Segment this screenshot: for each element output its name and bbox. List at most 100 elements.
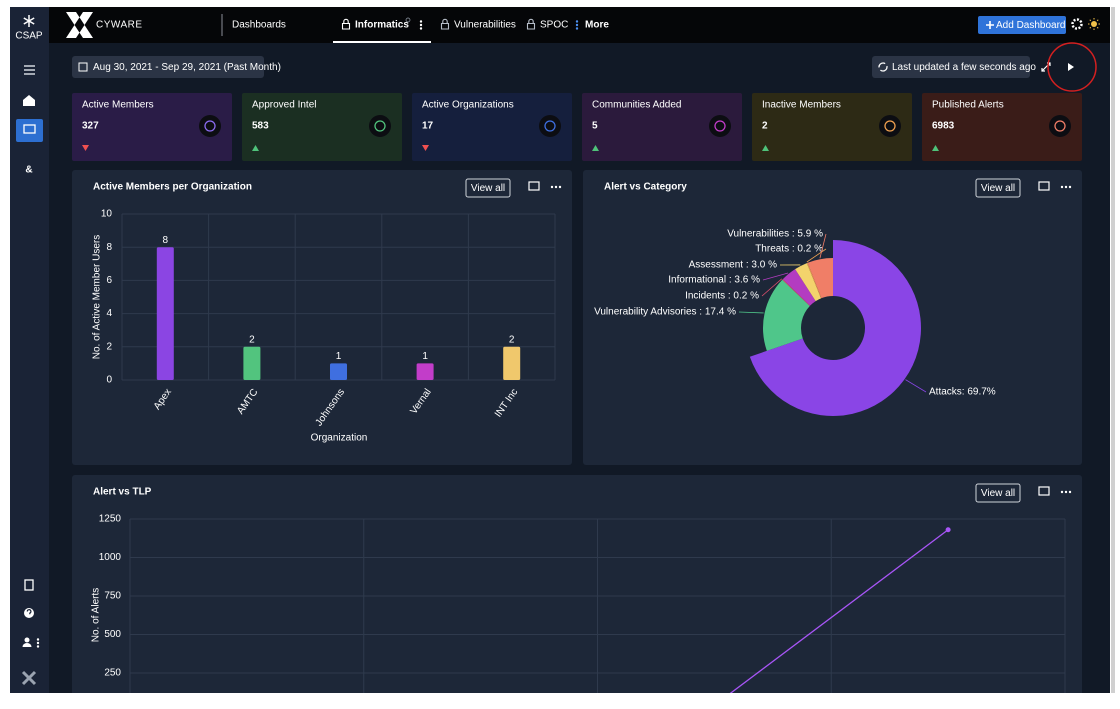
scrollbar[interactable]: [1111, 7, 1115, 693]
bar: [416, 363, 434, 380]
chart-type-icon[interactable]: [1038, 486, 1050, 496]
dashboard-icon[interactable]: [23, 124, 36, 134]
view-all-button[interactable]: [465, 178, 511, 198]
menu-dot[interactable]: [1064, 490, 1068, 494]
help-mark[interactable]: [26, 609, 32, 615]
kpi-card[interactable]: [582, 93, 742, 161]
menu-dot[interactable]: [419, 23, 423, 27]
y-tick-label: 1000: [99, 552, 122, 563]
view-all-label[interactable]: View all: [981, 488, 1015, 499]
user-icon[interactable]: [24, 637, 30, 643]
slice-label: Vulnerability Advisories : 17.4 %: [594, 307, 736, 318]
sidebar-active[interactable]: [16, 119, 43, 142]
leader-line: [806, 248, 827, 263]
help-icon[interactable]: [24, 608, 34, 618]
menu-dot[interactable]: [36, 641, 40, 645]
settings-icon[interactable]: [1071, 18, 1083, 30]
theme-ray: [1096, 26, 1099, 29]
lock-icon: [341, 18, 351, 30]
add-dashboard-label: Add Dashboard: [996, 20, 1066, 31]
sidebar-link[interactable]: &: [25, 165, 32, 176]
trend-arrow: [422, 145, 429, 151]
slice-label: Attacks: 69.7%: [929, 387, 996, 398]
menu-dot[interactable]: [36, 638, 40, 641]
panel: [583, 170, 1082, 465]
y-axis-label: No. of Active Member Users: [92, 235, 103, 359]
document-icon[interactable]: [24, 579, 34, 591]
view-all-label[interactable]: View all: [471, 183, 505, 194]
last-updated: Last updated a few seconds ago: [892, 62, 1036, 73]
data-label: 1: [422, 351, 428, 362]
logo: CYWARE: [96, 20, 143, 31]
theme-icon[interactable]: [1091, 21, 1097, 27]
home-icon[interactable]: [23, 95, 35, 106]
tab[interactable]: Vulnerabilities: [454, 20, 516, 31]
bar: [503, 346, 521, 380]
logo-mark: [66, 12, 93, 38]
last-updated-button[interactable]: [872, 56, 1030, 78]
slice-label: Vulnerabilities : 5.9 %: [727, 229, 823, 240]
data-label: 2: [249, 334, 255, 345]
footer-logo[interactable]: [21, 670, 37, 686]
kpi-value: 17: [422, 121, 434, 132]
menu-dot[interactable]: [1068, 185, 1072, 189]
leader-line: [905, 379, 927, 393]
chart-title: Active Members per Organization: [93, 182, 252, 193]
menu-dot[interactable]: [575, 23, 579, 27]
view-all-button[interactable]: [975, 483, 1021, 503]
plus-icon: [986, 21, 994, 29]
chart-title: Alert vs Category: [604, 182, 687, 193]
menu-dot[interactable]: [550, 185, 554, 189]
theme-ray: [1096, 19, 1099, 22]
panel: [72, 170, 572, 465]
menu-dot[interactable]: [1064, 185, 1068, 189]
menu-dot[interactable]: [554, 185, 558, 189]
pie-slice: [795, 263, 822, 302]
menu-dot[interactable]: [1068, 490, 1072, 494]
bar: [330, 363, 347, 380]
view-all-button[interactable]: [975, 178, 1021, 198]
menu-dot[interactable]: [1060, 185, 1064, 189]
leader-line: [761, 278, 783, 297]
tab[interactable]: SPOC: [540, 20, 568, 31]
sidebar-brand: CSAP: [15, 31, 43, 42]
play-icon[interactable]: [1068, 63, 1074, 71]
chart-type-icon[interactable]: [528, 181, 540, 191]
view-all-label[interactable]: View all: [981, 183, 1015, 194]
menu-dot[interactable]: [558, 185, 562, 189]
slice-label: Assessment : 3.0 %: [689, 260, 777, 271]
kpi-icon: [1049, 115, 1071, 137]
kpi-value: 583: [252, 121, 269, 132]
slice-label: Informational : 3.6 %: [668, 275, 760, 286]
y-tick-label: 0: [106, 375, 112, 386]
kpi-card[interactable]: [752, 93, 912, 161]
kpi-icon-glyph: [204, 120, 216, 132]
kpi-value: 327: [82, 121, 99, 132]
y-tick-label: 1250: [99, 514, 122, 525]
leader-line: [819, 233, 827, 259]
kpi-card[interactable]: [412, 93, 572, 161]
kpi-card[interactable]: [242, 93, 402, 161]
menu-dot[interactable]: [36, 645, 40, 648]
menu-dot[interactable]: [575, 27, 579, 30]
menu-dot[interactable]: [419, 27, 423, 30]
kpi-label: Active Members: [82, 100, 154, 111]
user-icon-body[interactable]: [22, 643, 32, 647]
kpi-card[interactable]: [72, 93, 232, 161]
menu-dot[interactable]: [575, 20, 579, 23]
line-series: [729, 529, 949, 693]
kpi-label: Published Alerts: [932, 100, 1004, 111]
menu-dot[interactable]: [1060, 490, 1064, 494]
add-dashboard-button[interactable]: [978, 16, 1066, 34]
more-tab[interactable]: More: [585, 20, 609, 31]
chart-type-icon[interactable]: [1038, 181, 1050, 191]
y-tick-label: 6: [106, 275, 112, 286]
lock-icon: [526, 18, 536, 30]
menu-dot[interactable]: [419, 20, 423, 23]
date-range-button[interactable]: [72, 56, 264, 78]
pie-slice: [806, 262, 822, 299]
tab[interactable]: Informatics: [355, 20, 409, 31]
x-axis-label: Organization: [311, 433, 368, 444]
kpi-card[interactable]: [922, 93, 1082, 161]
